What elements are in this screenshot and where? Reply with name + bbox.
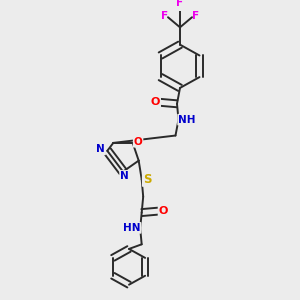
Text: O: O [134, 137, 142, 147]
Text: F: F [176, 0, 184, 8]
Text: F: F [161, 11, 168, 21]
Text: N: N [96, 144, 105, 154]
Text: S: S [143, 173, 151, 186]
Text: HN: HN [123, 223, 140, 233]
Text: NH: NH [178, 115, 196, 125]
Text: O: O [151, 98, 160, 107]
Text: O: O [159, 206, 168, 216]
Text: F: F [192, 11, 199, 21]
Text: N: N [120, 171, 129, 181]
